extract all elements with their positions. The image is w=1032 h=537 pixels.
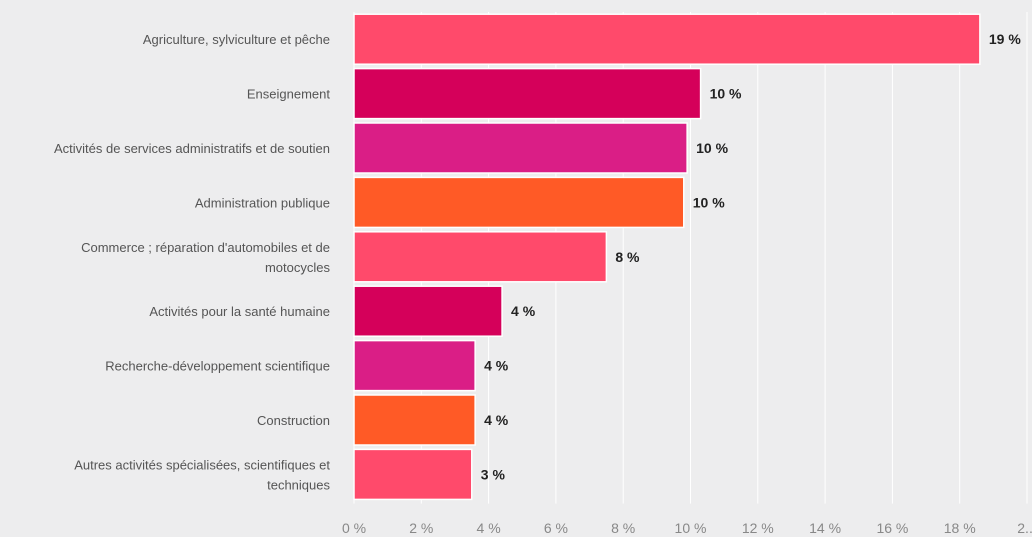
x-tick-label: 14 %: [809, 520, 841, 536]
data-label: 3 %: [481, 466, 506, 482]
bar[interactable]: [353, 122, 688, 174]
x-tick-label: 6 %: [544, 520, 568, 536]
x-tick-label: 12 %: [742, 520, 774, 536]
category-label: Enseignement: [247, 87, 330, 102]
data-label: 4 %: [484, 412, 509, 428]
bar[interactable]: [353, 339, 476, 392]
data-label: 4 %: [484, 358, 509, 374]
x-tick-label: 0 %: [342, 520, 366, 536]
data-label: 4 %: [511, 303, 536, 319]
bar[interactable]: [353, 394, 476, 446]
data-label: 19 %: [989, 31, 1021, 47]
data-label: 8 %: [615, 249, 640, 265]
x-tick-label: 4 %: [477, 520, 501, 536]
x-tick-label: 10 %: [675, 520, 707, 536]
bar[interactable]: [353, 13, 981, 65]
x-axis-tick-labels: 0 % 2 % 4 % 6 % 8 % 10 % 12 % 14 % 16 % 18 % 2...: [342, 520, 1032, 536]
value-labels: 19 % 10 % 10 % 10 % 8 % 4 % 4 % 4 % 3 %: [481, 31, 1022, 482]
category-label: Autres activités spécialisées, scientifi…: [74, 457, 330, 492]
x-tick-label: 2...: [1017, 520, 1032, 536]
bar[interactable]: [353, 285, 503, 337]
x-tick-label: 2 %: [409, 520, 433, 536]
data-label: 10 %: [696, 140, 728, 156]
category-label: Agriculture, sylviculture et pêche: [143, 32, 330, 47]
bar[interactable]: [353, 176, 685, 229]
category-label: Recherche-développement scientifique: [105, 359, 330, 374]
category-label: Activités de services administratifs et …: [54, 141, 330, 156]
bars: [353, 13, 981, 501]
category-label: Administration publique: [195, 195, 330, 210]
x-tick-label: 16 %: [876, 520, 908, 536]
bar[interactable]: [353, 231, 608, 283]
bar[interactable]: [353, 448, 473, 501]
data-label: 10 %: [693, 194, 725, 210]
category-labels: Agriculture, sylviculture et pêche Enseig…: [54, 32, 331, 492]
category-label: Activités pour la santé humaine: [149, 304, 330, 319]
category-label: Construction: [257, 413, 330, 428]
bar[interactable]: [353, 67, 702, 120]
data-label: 10 %: [710, 86, 742, 102]
x-tick-label: 18 %: [944, 520, 976, 536]
x-tick-label: 8 %: [611, 520, 635, 536]
category-label: Commerce ; réparation d'automobiles et d…: [81, 240, 330, 275]
